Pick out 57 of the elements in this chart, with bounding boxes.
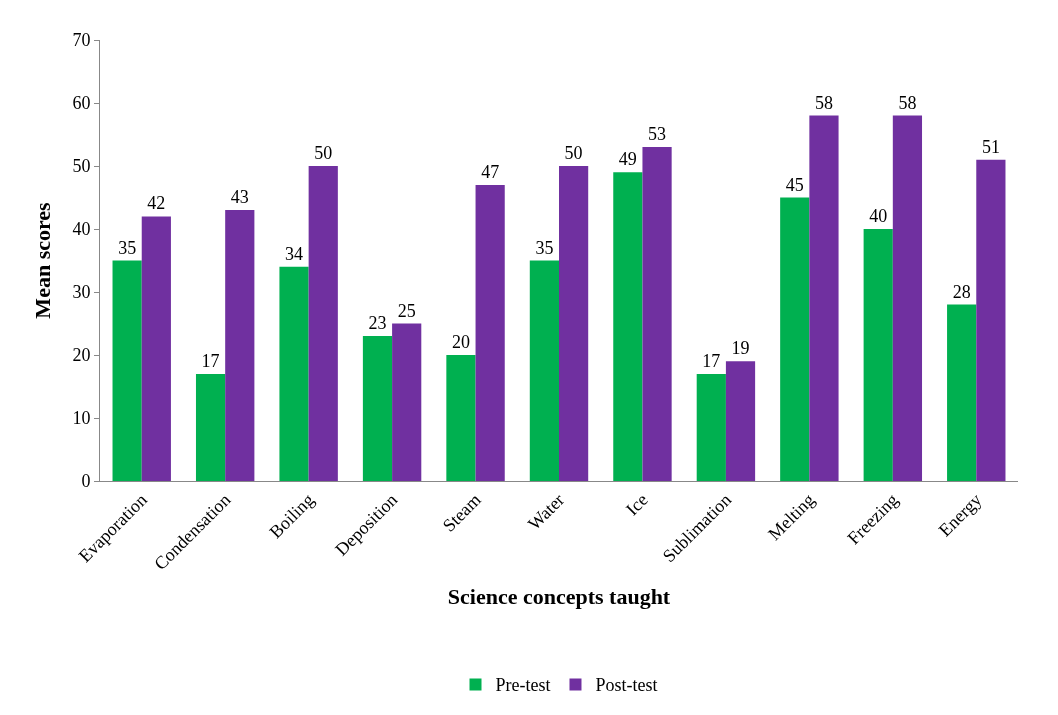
data-label: 53 (648, 124, 667, 145)
data-label: 28 (952, 281, 971, 302)
bar (642, 147, 672, 481)
data-label: 50 (564, 143, 583, 163)
bar (475, 184, 505, 481)
bar (446, 355, 476, 481)
bar (696, 373, 726, 481)
bar (613, 172, 643, 481)
bar (529, 260, 559, 481)
data-label: 45 (785, 174, 804, 195)
data-label: 51 (981, 136, 1000, 157)
bar (809, 115, 839, 481)
legend-label: Post-test (595, 675, 658, 696)
data-label: 34 (285, 243, 304, 264)
data-label: 20 (451, 332, 470, 352)
bar (195, 373, 226, 481)
bar (863, 229, 893, 481)
data-label: 17 (702, 350, 721, 371)
bar (225, 210, 255, 481)
y-axis-title: Mean scores (30, 201, 56, 319)
bar (947, 304, 977, 481)
bar (112, 260, 142, 481)
x-axis-title: Science concepts taught (447, 583, 671, 609)
bar (559, 166, 589, 481)
y-tick-label: 70 (72, 30, 91, 51)
x-tick-label: Ice (621, 489, 652, 520)
data-label: 49 (618, 149, 637, 170)
y-tick-label: 30 (72, 282, 91, 303)
data-label: 25 (397, 300, 416, 321)
y-tick-label: 0 (81, 471, 91, 492)
data-label: 35 (535, 237, 554, 258)
bar (362, 336, 393, 481)
data-label: 35 (118, 237, 137, 258)
bar (392, 323, 422, 481)
y-tick-label: 60 (72, 93, 91, 114)
legend-label: Pre-test (495, 675, 551, 696)
data-label: 23 (368, 313, 387, 334)
data-label: 42 (147, 193, 166, 214)
data-label: 50 (314, 143, 333, 163)
data-label: 58 (898, 92, 917, 113)
data-label: 43 (230, 187, 249, 208)
y-tick-label: 10 (72, 408, 91, 429)
bar (308, 166, 338, 481)
data-label: 17 (201, 350, 220, 371)
bar (141, 216, 171, 481)
bar (725, 361, 756, 481)
y-tick-label: 40 (72, 219, 91, 240)
data-label: 19 (731, 338, 750, 359)
bar (780, 197, 810, 481)
y-tick-label: 20 (72, 345, 91, 366)
data-label: 47 (481, 161, 500, 182)
data-label: 58 (814, 92, 833, 113)
bar (279, 266, 309, 481)
bar (976, 159, 1006, 481)
bar (892, 115, 923, 481)
data-label: 40 (869, 206, 888, 226)
y-tick-label: 50 (72, 156, 91, 177)
